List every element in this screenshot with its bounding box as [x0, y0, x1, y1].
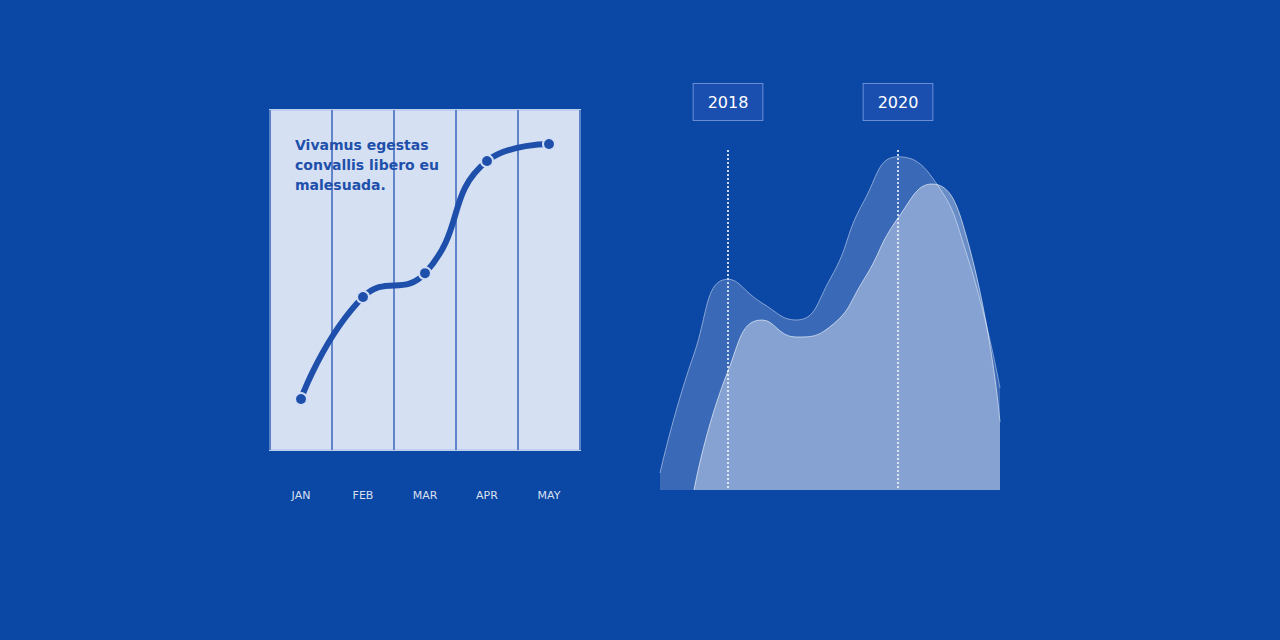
- svg-text:JAN: JAN: [291, 489, 311, 502]
- svg-text:FEB: FEB: [353, 489, 374, 502]
- svg-text:2020: 2020: [878, 93, 919, 112]
- svg-text:APR: APR: [476, 489, 498, 502]
- svg-text:MAR: MAR: [413, 489, 438, 502]
- svg-text:2018: 2018: [708, 93, 749, 112]
- svg-text:MAY: MAY: [538, 489, 561, 502]
- svg-text:convallis libero eu: convallis libero eu: [295, 157, 444, 173]
- svg-text:malesuada.: malesuada.: [295, 177, 386, 193]
- svg-text:Vivamus egestas: Vivamus egestas: [295, 137, 433, 153]
